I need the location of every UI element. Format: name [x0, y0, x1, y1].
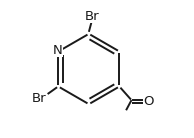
- Text: Br: Br: [84, 10, 99, 23]
- Text: Br: Br: [32, 92, 47, 105]
- Text: N: N: [53, 44, 63, 57]
- Text: O: O: [143, 95, 154, 108]
